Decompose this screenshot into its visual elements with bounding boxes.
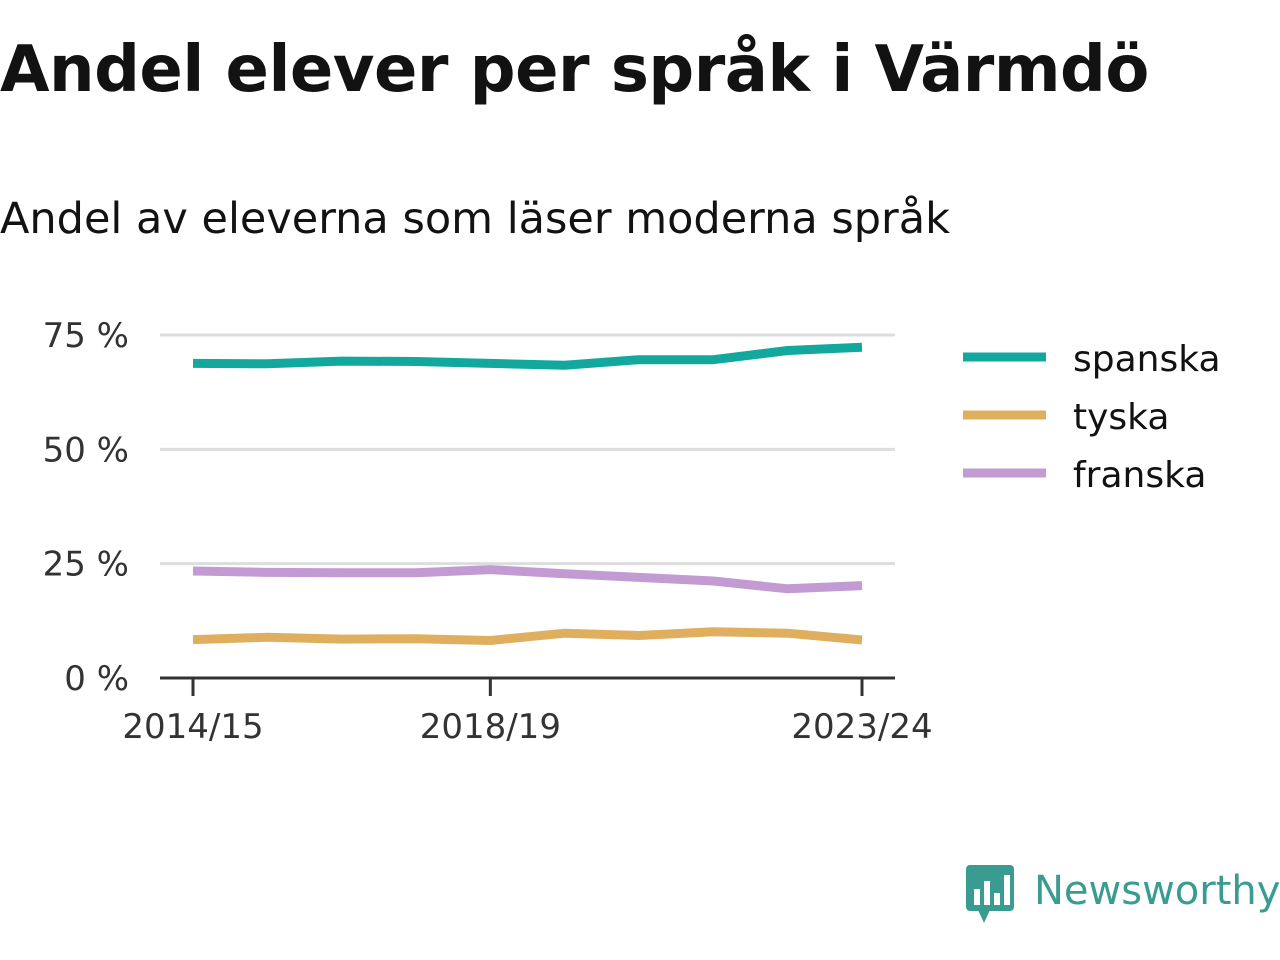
chart-subtitle: Andel av eleverna som läser moderna språ… [0, 194, 950, 244]
legend-label-tyska: tyska [1073, 397, 1169, 438]
y-tick-label: 25 % [43, 545, 129, 585]
legend-label-franska: franska [1073, 455, 1206, 496]
legend: spanska tyska franska [963, 339, 1221, 496]
y-tick-label: 50 % [43, 430, 129, 470]
brand-name: Newsworthy [1034, 868, 1280, 914]
x-tick-label: 2023/24 [791, 707, 932, 747]
x-tick-label: 2014/15 [122, 707, 263, 747]
axes: 0 % 25 % 50 % 75 % 2014/15 2018/19 2023/24 [43, 316, 933, 747]
y-tick-label: 75 % [43, 316, 129, 356]
chart-title: Andel elever per språk i Värmdö [0, 33, 1149, 107]
newsworthy-logo-icon [966, 865, 1014, 923]
brand-logo: Newsworthy [964, 862, 1280, 926]
y-tick-label: 0 % [64, 659, 129, 699]
grid-lines [160, 333, 895, 566]
series-line-franska [192, 565, 863, 594]
series-lines [192, 342, 863, 645]
series-line-tyska [192, 627, 863, 645]
legend-label-spanska: spanska [1073, 339, 1221, 380]
series-line-spanska [192, 342, 863, 370]
x-tick-label: 2018/19 [420, 707, 561, 747]
